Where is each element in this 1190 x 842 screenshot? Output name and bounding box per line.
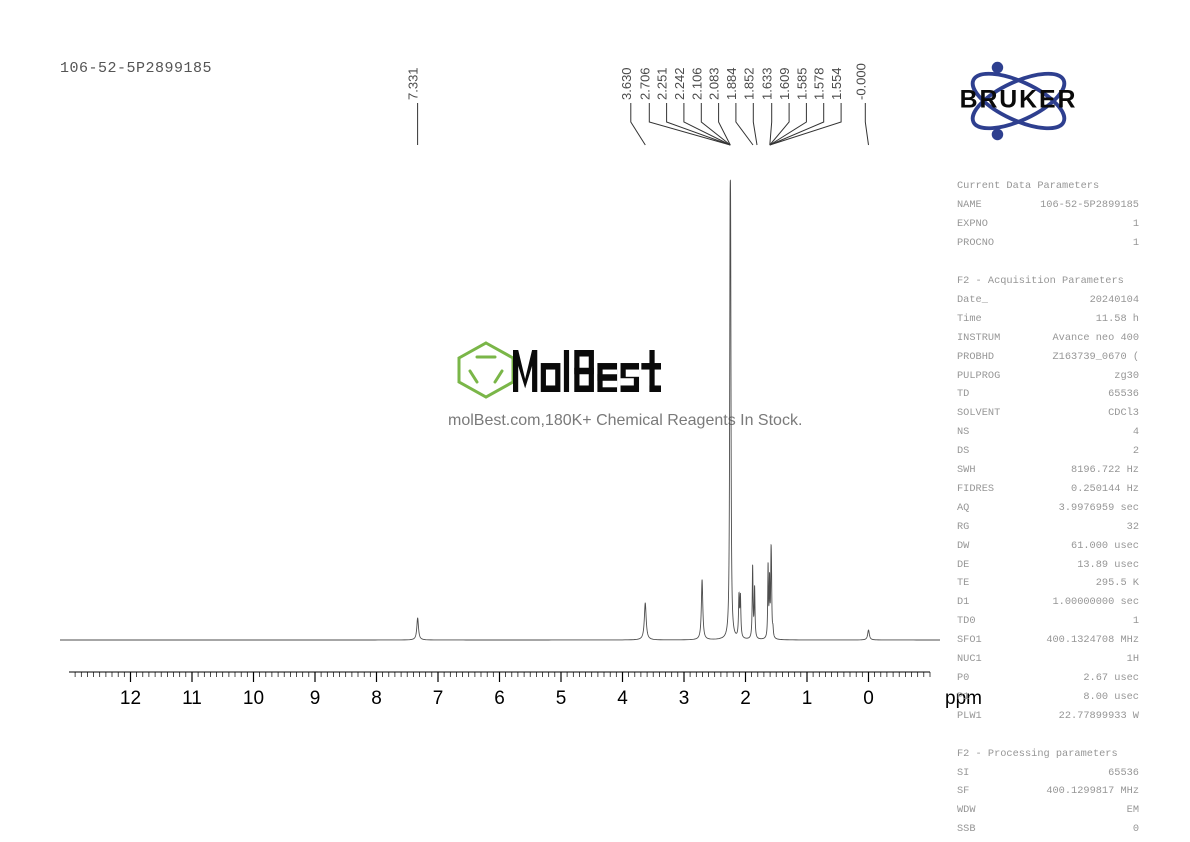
svg-text:7.331: 7.331 xyxy=(406,67,421,100)
svg-text:1.585: 1.585 xyxy=(794,67,809,100)
svg-text:12: 12 xyxy=(120,688,141,709)
svg-text:1.633: 1.633 xyxy=(760,67,775,100)
svg-text:1.609: 1.609 xyxy=(777,67,792,100)
svg-text:9: 9 xyxy=(310,688,321,709)
svg-text:1.578: 1.578 xyxy=(812,67,827,100)
svg-text:0: 0 xyxy=(863,688,874,709)
svg-text:2.083: 2.083 xyxy=(707,67,722,100)
svg-text:3: 3 xyxy=(679,688,690,709)
svg-text:7: 7 xyxy=(433,688,444,709)
svg-text:5: 5 xyxy=(556,688,567,709)
svg-text:6: 6 xyxy=(494,688,505,709)
svg-text:2.706: 2.706 xyxy=(637,67,652,100)
svg-text:1.884: 1.884 xyxy=(724,67,739,100)
svg-text:3.630: 3.630 xyxy=(619,67,634,100)
svg-text:2.251: 2.251 xyxy=(655,67,670,100)
svg-text:11: 11 xyxy=(182,688,202,709)
svg-text:2.242: 2.242 xyxy=(672,67,687,100)
svg-text:2.106: 2.106 xyxy=(689,67,704,100)
svg-text:10: 10 xyxy=(243,688,264,709)
svg-text:1: 1 xyxy=(802,688,813,709)
svg-text:-0.000: -0.000 xyxy=(853,63,868,100)
svg-text:4: 4 xyxy=(617,688,628,709)
svg-text:2: 2 xyxy=(740,688,751,709)
svg-text:1.554: 1.554 xyxy=(829,67,844,100)
svg-text:8: 8 xyxy=(371,688,382,709)
svg-text:1.852: 1.852 xyxy=(741,67,756,100)
